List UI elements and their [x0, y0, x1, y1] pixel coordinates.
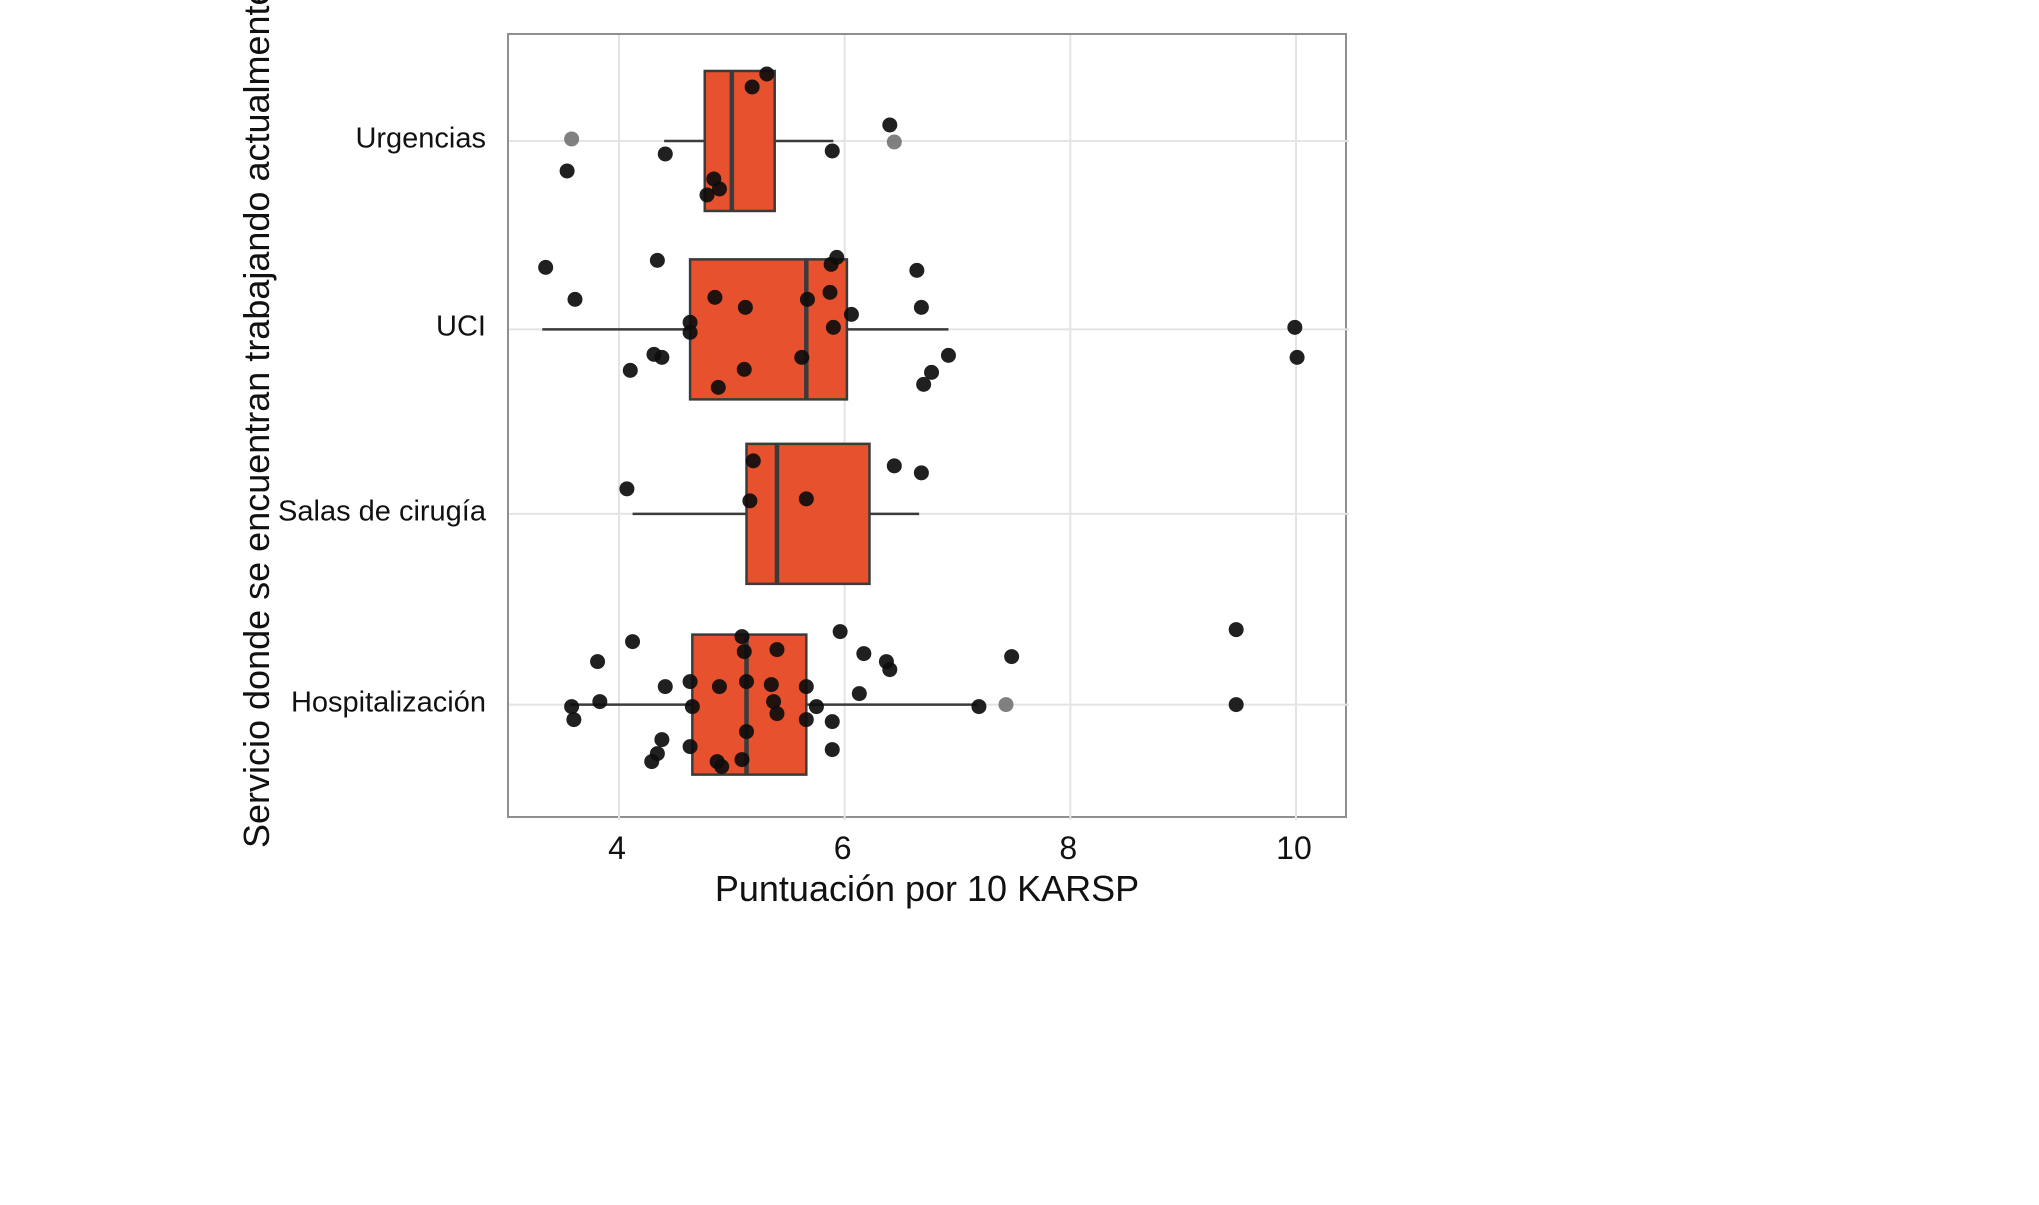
data-point — [566, 712, 582, 728]
data-point — [654, 732, 670, 748]
data-point — [832, 624, 848, 640]
data-point — [657, 146, 673, 162]
data-point — [1287, 319, 1303, 335]
data-point — [682, 324, 698, 340]
data-point — [619, 481, 635, 497]
data-point — [909, 262, 925, 278]
data-point — [1228, 622, 1244, 638]
data-point — [734, 629, 750, 645]
data-point — [940, 347, 956, 363]
data-point — [567, 291, 583, 307]
data-point — [538, 259, 554, 275]
data-point — [707, 289, 723, 305]
data-point — [739, 674, 755, 690]
data-point — [657, 679, 673, 695]
data-point — [1004, 649, 1020, 665]
data-point — [682, 739, 698, 755]
data-point — [763, 677, 779, 693]
data-point — [622, 362, 638, 378]
data-point — [644, 754, 660, 770]
y-tick-label-2: UCI — [436, 310, 486, 343]
data-point — [1289, 349, 1305, 365]
data-point — [682, 674, 698, 690]
x-axis-title: Puntuación por 10 KARSP — [714, 868, 1140, 909]
data-point — [822, 284, 838, 300]
data-point — [769, 706, 785, 722]
data-point — [734, 752, 750, 768]
data-point — [808, 699, 824, 715]
data-point — [745, 453, 761, 469]
data-point — [829, 249, 845, 265]
data-point — [824, 742, 840, 758]
data-point — [824, 714, 840, 730]
data-point — [798, 712, 814, 728]
data-point — [592, 694, 608, 710]
data-point — [916, 376, 932, 392]
data-point — [794, 349, 810, 365]
data-point — [744, 79, 760, 95]
data-point — [998, 697, 1014, 713]
data-point — [711, 679, 727, 695]
data-point — [564, 699, 580, 715]
data-point — [710, 379, 726, 395]
data-point — [856, 646, 872, 662]
x-tick-label-4: 4 — [608, 830, 626, 866]
data-point — [737, 299, 753, 315]
data-point — [625, 634, 641, 650]
box — [691, 633, 808, 776]
data-point — [769, 642, 785, 658]
data-point — [886, 134, 902, 150]
data-point — [913, 465, 929, 481]
data-point — [766, 694, 782, 710]
data-point — [913, 299, 929, 315]
x-tick-label-10: 10 — [1276, 830, 1312, 866]
data-point — [736, 361, 752, 377]
data-point — [699, 187, 715, 203]
data-point — [559, 163, 575, 179]
box — [688, 258, 849, 401]
plot-area — [507, 33, 1349, 820]
data-point — [590, 654, 606, 670]
data-point — [736, 644, 752, 660]
y-tick-label-1: Urgencias — [355, 122, 486, 155]
data-point — [564, 131, 580, 147]
data-point — [824, 143, 840, 159]
data-point — [684, 699, 700, 715]
data-point — [798, 679, 814, 695]
data-point — [799, 291, 815, 307]
data-point — [843, 306, 859, 322]
x-tick-label-8: 8 — [1059, 830, 1078, 866]
data-point — [739, 724, 755, 740]
box — [745, 442, 871, 586]
data-point — [798, 491, 814, 507]
boxplot-canvas — [509, 35, 1349, 820]
x-tick-label-6: 6 — [833, 830, 852, 866]
data-point — [882, 662, 898, 678]
data-point — [1228, 697, 1244, 713]
data-point — [886, 458, 902, 474]
data-point — [711, 181, 727, 197]
data-point — [882, 117, 898, 133]
data-point — [742, 493, 758, 509]
data-point — [851, 686, 867, 702]
data-point — [714, 759, 730, 775]
data-point — [825, 319, 841, 335]
y-tick-label-3: Salas de cirugía — [278, 495, 486, 528]
data-point — [759, 66, 775, 82]
data-point — [649, 252, 665, 268]
y-tick-label-4: Hospitalización — [290, 686, 486, 719]
data-point — [971, 699, 987, 715]
data-point — [654, 349, 670, 365]
data-point — [924, 364, 940, 380]
